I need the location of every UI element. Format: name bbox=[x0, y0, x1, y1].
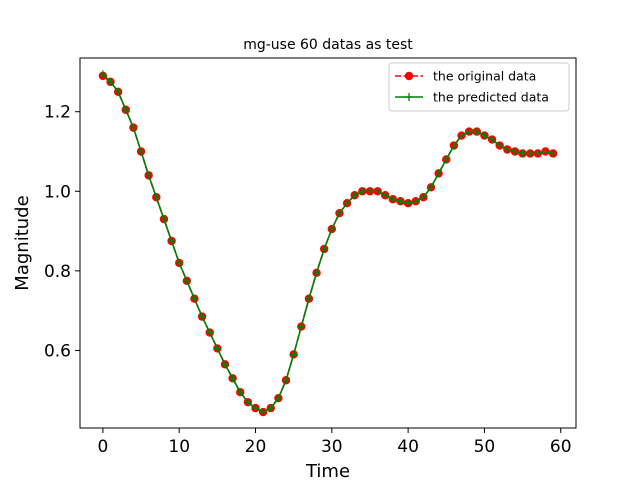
y-tick-label: 1.0 bbox=[44, 182, 71, 202]
predicted-data-point bbox=[168, 237, 176, 245]
predicted-data-point bbox=[244, 398, 252, 406]
predicted-data-point bbox=[503, 146, 511, 154]
predicted-data-point bbox=[221, 360, 229, 368]
predicted-data-point bbox=[496, 142, 504, 150]
predicted-data-point bbox=[526, 149, 534, 157]
predicted-data-point bbox=[488, 136, 496, 144]
predicted-data-point bbox=[404, 199, 412, 207]
predicted-data-point bbox=[183, 277, 191, 285]
x-tick-label: 60 bbox=[550, 437, 572, 457]
predicted-data-point bbox=[236, 388, 244, 396]
legend: the original data the predicted data bbox=[388, 62, 570, 112]
legend-box bbox=[388, 62, 570, 112]
y-tick-label: 0.6 bbox=[44, 341, 71, 361]
predicted-data-point bbox=[366, 187, 374, 195]
legend-original-label: the original data bbox=[433, 69, 536, 84]
predicted-data-point bbox=[534, 149, 542, 157]
predicted-data-point bbox=[419, 193, 427, 201]
predicted-data-point bbox=[320, 245, 328, 253]
x-tick-label: 30 bbox=[321, 437, 343, 457]
predicted-data-point bbox=[351, 191, 359, 199]
legend-original-marker bbox=[404, 71, 414, 81]
predicted-data-point bbox=[541, 147, 549, 155]
predicted-data-point bbox=[290, 350, 298, 358]
predicted-data-point bbox=[328, 225, 336, 233]
predicted-data-point bbox=[137, 147, 145, 155]
predicted-data-point bbox=[374, 187, 382, 195]
predicted-data-point bbox=[282, 376, 290, 384]
predicted-data-point bbox=[229, 374, 237, 382]
x-tick-label: 0 bbox=[97, 437, 108, 457]
predicted-data-point bbox=[160, 215, 168, 223]
legend-predicted-marker bbox=[405, 93, 413, 101]
predicted-data-point bbox=[435, 169, 443, 177]
predicted-data-point bbox=[480, 132, 488, 140]
predicted-data-point bbox=[213, 344, 221, 352]
predicted-data-point bbox=[175, 259, 183, 267]
predicted-data-point bbox=[442, 155, 450, 163]
predicted-data-point bbox=[267, 404, 275, 412]
predicted-data-point bbox=[145, 171, 153, 179]
predicted-data-point bbox=[381, 191, 389, 199]
predicted-data-point bbox=[274, 394, 282, 402]
predicted-data-point bbox=[511, 147, 519, 155]
predicted-data-point bbox=[450, 142, 458, 150]
predicted-data-point bbox=[343, 199, 351, 207]
predicted-data-point bbox=[252, 404, 260, 412]
predicted-data-point bbox=[152, 193, 160, 201]
predicted-data-point bbox=[473, 128, 481, 136]
series-line-predicted bbox=[102, 73, 554, 413]
predicted-data-point bbox=[190, 295, 198, 303]
predicted-data-point bbox=[99, 70, 107, 78]
predicted-data-point bbox=[313, 269, 321, 277]
x-tick-label: 40 bbox=[397, 437, 419, 457]
predicted-data-point bbox=[396, 197, 404, 205]
y-axis-label: Magnitude bbox=[12, 195, 33, 290]
predicted-data-point bbox=[389, 195, 397, 203]
plot-data bbox=[98, 70, 558, 417]
predicted-data-point bbox=[129, 124, 137, 132]
predicted-data-point bbox=[427, 183, 435, 191]
predicted-data-point bbox=[412, 197, 420, 205]
y-tick-label: 1.2 bbox=[44, 103, 71, 123]
predicted-data-point bbox=[297, 323, 305, 331]
axis-ticks: 0 10 20 30 40 50 60 0.6 0.8 1.0 1.2 bbox=[44, 103, 572, 457]
predicted-data-point bbox=[122, 106, 130, 114]
predicted-data-point bbox=[458, 132, 466, 140]
predicted-data-point bbox=[358, 187, 366, 195]
predicted-data-point bbox=[335, 209, 343, 217]
x-axis-label: Time bbox=[305, 461, 350, 480]
predicted-data-point bbox=[107, 78, 115, 86]
predicted-data-point bbox=[198, 313, 206, 321]
predicted-data-point bbox=[519, 149, 527, 157]
predicted-data-point bbox=[114, 88, 122, 96]
legend-predicted-label: the predicted data bbox=[433, 90, 549, 105]
predicted-data-point bbox=[465, 128, 473, 136]
y-tick-label: 0.8 bbox=[44, 262, 71, 282]
predicted-data-point bbox=[206, 329, 214, 337]
x-tick-label: 10 bbox=[168, 437, 190, 457]
predicted-data-point bbox=[259, 408, 267, 416]
x-tick-label: 20 bbox=[245, 437, 267, 457]
predicted-data-point bbox=[305, 295, 313, 303]
plot-frame bbox=[79, 57, 577, 429]
x-tick-label: 50 bbox=[474, 437, 496, 457]
chart-title: mg-use 60 datas as test bbox=[243, 37, 413, 53]
predicted-data-point bbox=[549, 149, 557, 157]
